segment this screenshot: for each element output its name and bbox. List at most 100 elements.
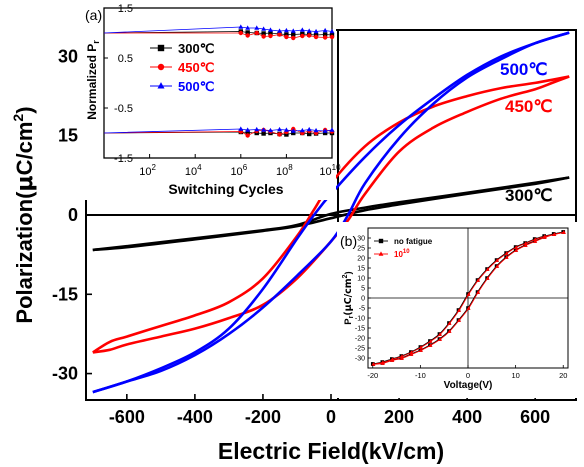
inset-a-point-0-y_neg-4 bbox=[261, 131, 266, 136]
inset-a-series bbox=[103, 24, 335, 138]
inset-b-legend: no fatigue 1010 bbox=[374, 237, 433, 259]
inset-a-point-2-y_neg-8 bbox=[290, 128, 296, 133]
inset-b-point-1-lower-15 bbox=[419, 348, 423, 352]
inset-b-point-1-upper-9 bbox=[457, 308, 462, 312]
inset-a-point-0-y_neg-10 bbox=[307, 131, 312, 137]
inset-a-point-1-y_pos-9 bbox=[300, 33, 305, 39]
inset-b-point-1-upper-14 bbox=[504, 251, 509, 255]
inset-b-point-1-lower-10 bbox=[466, 306, 471, 310]
inset-a-point-2-y_neg-7 bbox=[283, 127, 289, 132]
inset-a-point-0-y_pos-7 bbox=[284, 32, 289, 37]
inset-a-point-0-y_pos-12 bbox=[322, 32, 328, 37]
inset-a-y-axis-label: Normalized Pr bbox=[85, 40, 101, 120]
inset-a-x-tick-label-3: 108 bbox=[276, 163, 293, 178]
main-y-tick-label-4: 30 bbox=[58, 46, 78, 66]
main-y-axis-label: Polarization(μC/cm2) bbox=[10, 106, 38, 323]
inset-b-point-1-upper-17 bbox=[533, 237, 538, 241]
inset-b-point-1-upper-10 bbox=[466, 292, 471, 296]
inset-a-legend-label-1: 450℃ bbox=[178, 60, 214, 75]
main-curve-2-upper-branch bbox=[92, 31, 570, 394]
inset-a-point-0-y_neg-8 bbox=[291, 130, 296, 136]
inset-b-point-1-lower-6 bbox=[504, 255, 509, 259]
inset-a-point-1-y_pos-4 bbox=[261, 34, 266, 39]
inset-b-y-tick-label-0: -30 bbox=[355, 356, 365, 363]
inset-a-x-ticks: 102 104 106 108 1010 bbox=[139, 154, 341, 178]
main-y-tick-label-1: -15 bbox=[52, 284, 78, 304]
inset-a-point-1-y_pos-11 bbox=[313, 34, 319, 40]
inset-a-point-0-y_pos-2 bbox=[245, 30, 250, 35]
inset-a-legend-marker-1 bbox=[157, 63, 165, 71]
inset-a-y-ticks: -1.5 -0.5 0.5 1.5 bbox=[104, 3, 133, 165]
inset-b-point-1-lower-18 bbox=[390, 358, 395, 362]
inset-a-point-2-y_pos-5 bbox=[268, 27, 273, 32]
inset-a-point-1-y_pos-7 bbox=[284, 34, 289, 40]
inset-a-legend-marker-2 bbox=[157, 82, 165, 89]
inset-b-point-1-lower-13 bbox=[438, 337, 443, 341]
inset-b-point-1-upper-5 bbox=[419, 345, 423, 349]
inset-b-legend-marker-1 bbox=[378, 251, 384, 256]
inset-a-point-2-y_pos-12 bbox=[322, 27, 328, 33]
inset-b-y-tick-label-9: 15 bbox=[357, 266, 365, 273]
inset-b-point-1-lower-4 bbox=[523, 243, 528, 247]
inset-b-x-tick-label-0: -20 bbox=[367, 371, 378, 380]
inset-a-point-1-y_pos-12 bbox=[322, 35, 328, 40]
inset-a-legend-label-2: 500℃ bbox=[178, 79, 214, 94]
inset-a-point-2-y_pos-1 bbox=[238, 24, 244, 29]
inset-b-x-axis-label: Voltage(V) bbox=[444, 380, 493, 391]
inset-b-series bbox=[370, 230, 566, 366]
main-y-tick-label-0: -30 bbox=[52, 364, 78, 384]
inset-b-legend-marker-0 bbox=[378, 238, 384, 244]
main-y-tick-label-2: 0 bbox=[68, 205, 78, 225]
inset-a-x-tick-label-0: 102 bbox=[139, 163, 156, 178]
inset-b-x-tick-label-2: 0 bbox=[466, 371, 470, 380]
inset-b-point-1-lower-3 bbox=[533, 239, 538, 243]
annotation-300: 300℃ bbox=[505, 186, 552, 205]
inset-b-point-1-upper-6 bbox=[428, 339, 433, 343]
inset-a-point-1-y_neg-6 bbox=[277, 132, 282, 137]
inset-b-y-tick-label-8: 10 bbox=[357, 276, 365, 283]
inset-b-point-1-lower-7 bbox=[495, 264, 500, 268]
inset-b-y-tick-label-11: 25 bbox=[357, 246, 365, 253]
inset-a-point-0-y_neg-12 bbox=[322, 130, 328, 136]
inset-b-point-1-lower-14 bbox=[428, 343, 433, 347]
inset-a-point-2-y_pos-9 bbox=[299, 27, 305, 32]
inset-b-point-1-lower-16 bbox=[409, 352, 414, 356]
inset-b-point-1-lower-2 bbox=[542, 235, 547, 239]
inset-a-point-2-y_neg-3 bbox=[254, 126, 260, 132]
inset-a-point-1-y_neg-2 bbox=[245, 133, 250, 138]
inset-a-point-2-y_neg-1 bbox=[238, 126, 244, 131]
inset-b-point-1-lower-5 bbox=[514, 248, 519, 252]
inset-a-point-2-y_pos-4 bbox=[261, 26, 267, 31]
inset-a-point-2-y_neg-13 bbox=[329, 127, 335, 132]
inset-a-point-2-y_neg-12 bbox=[322, 128, 328, 133]
inset-b-y-tick-label-5: -5 bbox=[359, 306, 365, 313]
inset-b-y-ticks: -30 -25 -20 -15 -10 -5 0 5 10 15 20 25 30 bbox=[355, 236, 371, 363]
inset-b-y-axis-label: Pr(μC/cm2) bbox=[342, 271, 355, 324]
main-y-ticks: -30 -15 0 15 30 bbox=[52, 46, 92, 384]
inset-b-point-1-lower-9 bbox=[476, 290, 481, 294]
inset-a-point-2-y_neg-4 bbox=[261, 127, 267, 132]
inset-b-point-1-lower-8 bbox=[485, 276, 490, 280]
main-x-tick-label-3: 0 bbox=[326, 407, 336, 427]
inset-a-point-1-y_pos-2 bbox=[245, 33, 250, 38]
annotation-500: 500℃ bbox=[500, 60, 547, 79]
inset-a-point-2-y_neg-10 bbox=[306, 126, 312, 132]
inset-a-point-2-y_pos-6 bbox=[277, 28, 282, 33]
inset-b-point-1-upper-11 bbox=[476, 278, 481, 282]
main-x-tick-label-1: -400 bbox=[177, 407, 213, 427]
inset-a-point-2-y_pos-3 bbox=[254, 25, 260, 30]
inset-b-x-tick-label-1: -10 bbox=[415, 371, 426, 380]
inset-a-point-2-y_neg-11 bbox=[313, 127, 319, 133]
inset-a-point-0-y_pos-5 bbox=[268, 30, 273, 36]
main-x-tick-label-4: 200 bbox=[384, 407, 414, 427]
inset-b-point-1-lower-11 bbox=[457, 318, 462, 322]
main-x-ticks: -600 -400 -200 0 200 400 600 bbox=[109, 394, 550, 427]
inset-b-voltage-chart: (b) -20 -10 0 10 20 -30 -25 -20 -15 -10 -5 0 5 10 15 2… bbox=[337, 222, 577, 398]
inset-a-point-0-y_neg-7 bbox=[284, 132, 289, 137]
main-curve-0-lower-branch bbox=[92, 176, 570, 252]
inset-a-panel-label: (a) bbox=[85, 7, 102, 23]
inset-b-y-tick-label-4: -10 bbox=[355, 316, 365, 323]
inset-a-x-axis-label: Switching Cycles bbox=[168, 181, 283, 197]
inset-b-point-1-upper-15 bbox=[514, 245, 519, 249]
